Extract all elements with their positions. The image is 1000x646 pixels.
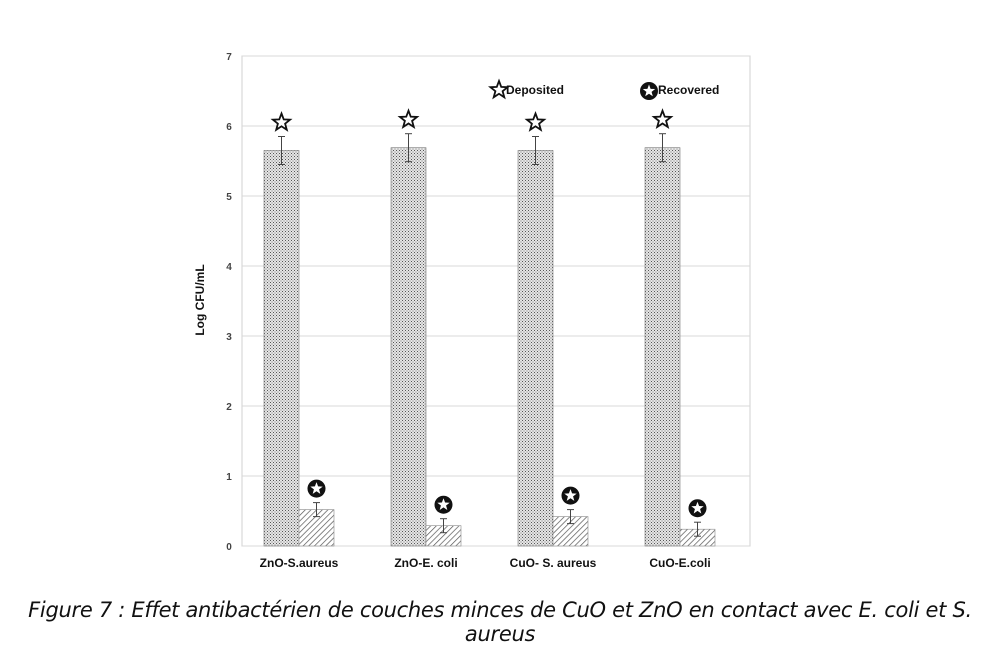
bars xyxy=(263,108,716,547)
recovered-star-marker xyxy=(688,499,707,518)
legend-recovered-label: Recovered xyxy=(658,83,719,97)
recovered-star-marker xyxy=(434,495,453,514)
legend-deposited-label: Deposited xyxy=(506,83,564,97)
recovered-star-marker xyxy=(561,486,580,505)
error-bar xyxy=(278,136,285,165)
x-category-label: CuO- S. aureus xyxy=(510,556,597,570)
deposited-star-marker xyxy=(397,108,420,130)
x-category-label: CuO-E.coli xyxy=(649,556,710,570)
x-category-label: ZnO-S.aureus xyxy=(260,556,339,570)
y-tick-label: 2 xyxy=(226,402,232,413)
bar-deposited-2 xyxy=(390,147,427,547)
legend-circle-shape xyxy=(640,82,658,100)
y-tick-label: 3 xyxy=(226,332,232,343)
deposited-star-marker xyxy=(524,110,547,132)
deposited-star-marker xyxy=(270,110,293,132)
bar-chart: 0 1 2 3 4 5 6 7 ZnO-S.aureus ZnO-E. coli CuO- S. … xyxy=(193,52,751,570)
y-tick-label: 4 xyxy=(226,262,232,273)
error-bar xyxy=(313,502,320,518)
category-labels: ZnO-S.aureus ZnO-E. coli CuO- S. aureus CuO… xyxy=(260,556,711,570)
error-bar xyxy=(659,133,666,163)
error-bar xyxy=(405,133,412,163)
legend-recovered-icon xyxy=(640,82,658,100)
y-tick-label: 6 xyxy=(226,122,232,133)
bar-deposited-4 xyxy=(644,147,681,547)
recovered-star-marker xyxy=(307,479,326,498)
error-bar xyxy=(440,518,447,534)
y-axis-label: Log CFU/mL xyxy=(193,264,207,335)
error-bar xyxy=(567,509,574,525)
error-bar xyxy=(694,521,701,537)
legend-deposited-icon xyxy=(488,78,510,100)
y-tick-label: 5 xyxy=(226,192,232,203)
y-tick-label: 7 xyxy=(226,52,232,63)
bar-deposited-1 xyxy=(263,150,300,547)
error-bar xyxy=(532,136,539,165)
y-axis-ticks: 0 1 2 3 4 5 6 7 xyxy=(226,52,232,553)
x-category-label: ZnO-E. coli xyxy=(394,556,457,570)
bar-deposited-3 xyxy=(517,150,554,547)
legend: Deposited Recovered xyxy=(488,78,719,100)
y-tick-label: 1 xyxy=(226,472,232,483)
bar-recovered-1 xyxy=(298,509,335,547)
figure-caption: Figure 7 : Effet antibactérien de couche… xyxy=(28,598,972,646)
deposited-star-marker xyxy=(651,108,674,130)
y-tick-label: 0 xyxy=(226,542,232,553)
legend-star-shape xyxy=(488,78,510,100)
